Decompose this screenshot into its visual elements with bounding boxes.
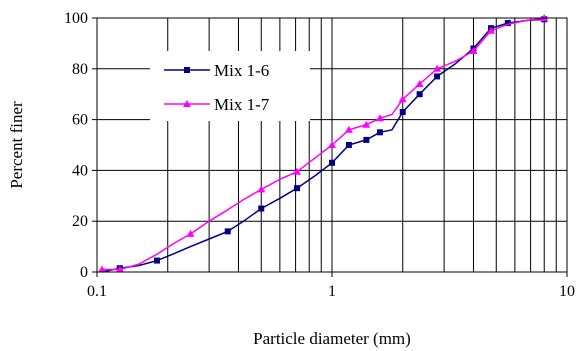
legend-label-mix-1-7: Mix 1-7: [214, 95, 270, 114]
data-point-mix-1-6: [346, 142, 352, 148]
y-tick-label: 80: [72, 61, 88, 78]
data-point-mix-1-6: [377, 129, 383, 135]
legend-label-mix-1-6: Mix 1-6: [214, 61, 269, 80]
data-point-mix-1-6: [329, 160, 335, 166]
legend-marker-mix-1-6: [184, 67, 190, 73]
data-point-mix-1-6: [225, 228, 231, 234]
y-tick-label: 60: [72, 112, 88, 129]
data-point-mix-1-6: [434, 73, 440, 79]
y-tick-label: 20: [72, 213, 88, 230]
y-tick-label: 0: [80, 264, 88, 281]
x-tick-label: 10: [559, 283, 575, 300]
y-tick-label: 100: [64, 10, 88, 27]
data-point-mix-1-6: [400, 109, 406, 115]
data-point-mix-1-6: [154, 258, 160, 264]
data-point-mix-1-6: [258, 206, 264, 212]
data-point-mix-1-6: [294, 185, 300, 191]
y-axis-title: Percent finer: [7, 101, 26, 189]
data-point-mix-1-6: [417, 91, 423, 97]
y-tick-label: 40: [72, 162, 88, 179]
x-tick-label: 1: [328, 283, 336, 300]
x-axis-title: Particle diameter (mm): [253, 329, 411, 348]
chart-legend: Mix 1-6 Mix 1-7: [150, 51, 310, 121]
x-tick-label: 0.1: [87, 283, 107, 300]
data-point-mix-1-6: [363, 137, 369, 143]
